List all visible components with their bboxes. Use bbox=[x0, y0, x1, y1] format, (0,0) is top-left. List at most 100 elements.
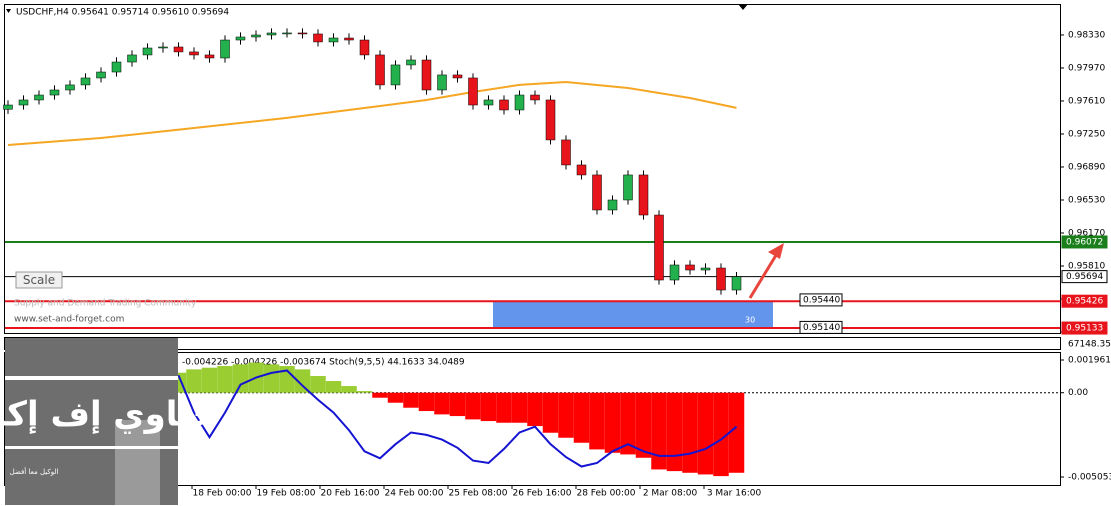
moving-average bbox=[7, 80, 737, 146]
indicator-tick-label: -0.005053 bbox=[1068, 473, 1111, 483]
logo-coins bbox=[115, 420, 160, 505]
date-label: 20 Feb 16:00 bbox=[320, 489, 379, 499]
y-tick-label: 0.98330 bbox=[1068, 30, 1105, 40]
candle-body bbox=[375, 54, 385, 86]
histogram-bar bbox=[666, 392, 683, 472]
candle-body bbox=[406, 59, 416, 66]
candle-body bbox=[700, 267, 711, 271]
candle-body bbox=[80, 77, 91, 86]
candle-body bbox=[220, 39, 230, 59]
candle-body bbox=[669, 264, 680, 281]
histogram-bar bbox=[542, 392, 559, 433]
watermark: Supply and Demand Trading Community bbox=[14, 299, 197, 309]
candle-body bbox=[3, 104, 13, 110]
y-tick-label: 0.96170 bbox=[1068, 228, 1105, 238]
candle-body bbox=[204, 54, 215, 59]
histogram-bar bbox=[496, 392, 512, 423]
histogram-bar bbox=[263, 364, 280, 393]
level-label: 0.96072 bbox=[1066, 237, 1103, 247]
zone-price-label: 0.95140 bbox=[803, 323, 840, 333]
candle-body bbox=[111, 61, 122, 73]
y-tick-label: 0.96530 bbox=[1068, 195, 1105, 205]
histogram-bar bbox=[713, 392, 729, 477]
logo-subtitle: الوكيل معا أفضل bbox=[10, 467, 59, 476]
candle-body bbox=[34, 94, 44, 101]
candle-body bbox=[685, 264, 695, 271]
stochastic-line bbox=[177, 369, 738, 468]
candle-body bbox=[49, 89, 60, 96]
candle-body bbox=[127, 54, 137, 63]
logo: حناوي إف إكس الوكيل معا أفضل bbox=[0, 338, 217, 505]
y-tick-label: 0.97970 bbox=[1068, 63, 1105, 73]
histogram-bar bbox=[186, 369, 202, 393]
histogram-bar bbox=[232, 364, 249, 393]
histogram-bar bbox=[310, 376, 326, 393]
candle-body bbox=[235, 36, 246, 41]
candle-body bbox=[499, 99, 509, 111]
histogram-bar bbox=[294, 369, 311, 393]
candle-body bbox=[545, 99, 556, 141]
zone-price-tag bbox=[799, 293, 843, 307]
level-label: 0.95694 bbox=[1066, 272, 1103, 282]
date-label: 3 Mar 16:00 bbox=[707, 489, 762, 499]
histogram-bar bbox=[682, 392, 698, 473]
histogram-bar bbox=[651, 392, 667, 470]
candle-body bbox=[328, 37, 339, 43]
histogram-bar bbox=[527, 392, 543, 427]
y-tick-label: 0.96890 bbox=[1068, 162, 1105, 172]
level-tag bbox=[1061, 270, 1108, 284]
volume-pane bbox=[4, 337, 1061, 350]
scale-button-label[interactable]: Scale bbox=[23, 273, 55, 287]
candle-body bbox=[592, 174, 602, 211]
histogram-bar bbox=[465, 392, 481, 420]
histogram-bar bbox=[217, 366, 233, 393]
date-label: 24 Feb 00:00 bbox=[384, 489, 443, 499]
menu-triangle[interactable] bbox=[6, 9, 11, 13]
candle-body bbox=[359, 39, 370, 56]
level-tag bbox=[1061, 294, 1108, 308]
candle-body bbox=[142, 47, 153, 56]
histogram-bar bbox=[697, 392, 714, 475]
indicator-header: -0.004226 -0.004226 -0.003674 Stoch(9,5,… bbox=[182, 358, 465, 368]
logo-rule bbox=[5, 446, 178, 449]
scale-button[interactable] bbox=[15, 271, 63, 289]
histogram-bar bbox=[635, 392, 652, 458]
histogram-bar bbox=[558, 392, 574, 438]
candle-body bbox=[266, 32, 277, 36]
date-label: 19 Feb 08:00 bbox=[256, 489, 315, 499]
histogram-bar bbox=[480, 392, 497, 422]
histogram-bar bbox=[356, 391, 373, 393]
candle-body bbox=[297, 32, 308, 35]
histogram-bar bbox=[604, 392, 621, 453]
zone-price-label: 0.95440 bbox=[803, 295, 840, 305]
candle-body bbox=[65, 84, 75, 91]
y-tick-label: 0.97610 bbox=[1068, 96, 1105, 106]
indicator-tick-label: 0.001961 bbox=[1068, 356, 1111, 366]
histogram-bar bbox=[387, 392, 404, 403]
candle-body bbox=[468, 77, 478, 106]
histogram-bar bbox=[449, 392, 466, 417]
price-layer: 0.98330 0.97970 0.97610 0.97250 0.96890 0.965… bbox=[3, 28, 1108, 337]
histogram-bar bbox=[434, 392, 450, 415]
candle-body bbox=[282, 32, 292, 35]
candle-body bbox=[483, 99, 494, 106]
logo-title: حناوي إف إكس bbox=[0, 395, 217, 435]
candle-body bbox=[173, 46, 184, 53]
candle-body bbox=[623, 174, 633, 201]
candle-body bbox=[437, 74, 447, 91]
level-label: 0.95133 bbox=[1066, 324, 1103, 334]
candle-body bbox=[731, 276, 742, 291]
logo-rule bbox=[5, 376, 178, 380]
demand-zone bbox=[493, 301, 773, 329]
candle-body bbox=[158, 46, 168, 49]
date-label: 28 Feb 00:00 bbox=[576, 489, 635, 499]
candle-body bbox=[189, 51, 199, 56]
histogram-bar bbox=[279, 366, 295, 393]
candle-body bbox=[313, 33, 323, 43]
histogram-bar bbox=[620, 392, 636, 455]
level-tag bbox=[1061, 321, 1108, 335]
volume-label: 67148.35 bbox=[1068, 340, 1111, 350]
chart-header: USDCHF,H4 0.95641 0.95714 0.95610 0.9569… bbox=[16, 8, 229, 18]
zone-price-tag bbox=[799, 320, 843, 334]
level-label: 0.95426 bbox=[1066, 297, 1103, 307]
